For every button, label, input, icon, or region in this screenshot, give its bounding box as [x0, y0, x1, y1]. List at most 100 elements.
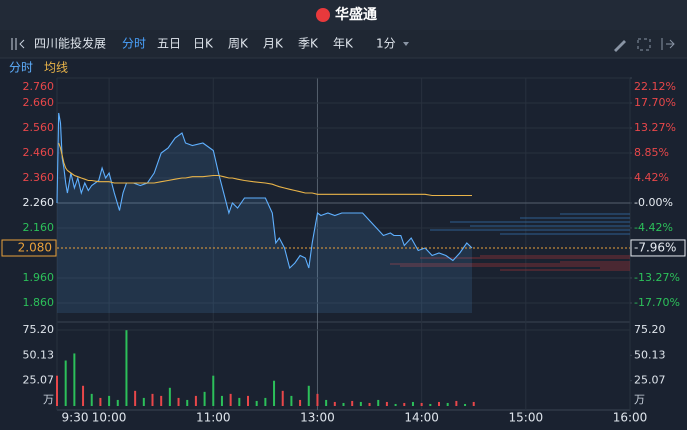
top-bar [0, 0, 687, 30]
volume-bar [177, 397, 180, 406]
volume-bar [359, 401, 362, 406]
tab[interactable]: 季K [298, 37, 319, 51]
interval-selector[interactable]: 1分 [376, 37, 396, 51]
volume-bar [99, 397, 102, 406]
y-tick-label: 1.960 [23, 271, 55, 284]
y-tick-label: 2.660 [23, 96, 55, 109]
volume-bar [212, 375, 215, 406]
y2-tick-label: 25.07 [634, 374, 666, 387]
fullscreen-icon[interactable] [661, 38, 675, 50]
y-tick-label: 2.160 [23, 221, 55, 234]
volume-bar [160, 395, 163, 406]
volume-bar [351, 400, 354, 406]
caret [403, 42, 409, 46]
x-tick-label: 14:00 [404, 411, 439, 425]
tab[interactable]: 周K [228, 37, 249, 51]
volume-bar [125, 330, 128, 406]
volume-bar [142, 397, 145, 406]
draw-icon[interactable] [614, 40, 626, 52]
volume-bar [429, 403, 432, 406]
expand-icon[interactable] [637, 38, 651, 51]
y-tick-label: 75.20 [23, 323, 55, 336]
back-icon[interactable] [11, 38, 25, 50]
last-change-box [630, 239, 686, 257]
volume-bar [420, 402, 423, 406]
tab[interactable]: 五日 [157, 37, 181, 51]
tab[interactable]: 月K [263, 37, 284, 51]
volume-bar [316, 393, 319, 406]
unit-label: 万 [634, 393, 645, 406]
y2-tick-label: 75.20 [634, 323, 666, 336]
y2-tick-label: -0.00% [634, 196, 673, 209]
y-tick-label: 50.13 [23, 348, 55, 361]
volume-bar [247, 395, 249, 406]
volume-bar [446, 402, 449, 406]
volume-bar [290, 395, 293, 406]
volume-bar [325, 399, 328, 406]
x-tick-label: 9:30 [62, 411, 89, 425]
y2-tick-label: 13.27% [634, 121, 676, 134]
last-price: 2.080 [18, 241, 52, 255]
volume-bar [438, 401, 440, 406]
volume-bar [255, 400, 258, 406]
volume-bar [307, 385, 310, 406]
volume-bar [394, 403, 397, 406]
volume-bar [264, 397, 267, 406]
volume-bar [64, 360, 67, 406]
y2-tick-label: 50.13 [634, 348, 666, 361]
volume-bar [377, 399, 380, 406]
y2-tick-label: 8.85% [634, 146, 669, 159]
volume-bar [194, 395, 197, 406]
volume-bar [186, 399, 189, 406]
y2-tick-label: 4.42% [634, 171, 669, 184]
y-tick-label: 2.260 [23, 196, 55, 209]
x-tick-label: 11:00 [196, 411, 231, 425]
volume-bar [134, 390, 137, 406]
volume-bar [464, 403, 467, 406]
volume-bar [168, 387, 171, 406]
y-tick-label: 2.360 [23, 171, 55, 184]
y2-tick-label: -13.27% [634, 271, 680, 284]
volume-bar [299, 399, 302, 406]
y2-tick-label: -4.42% [634, 221, 673, 234]
tab[interactable]: 年K [333, 37, 354, 51]
last-price-box [1, 239, 57, 257]
y-tick-label: 2.560 [23, 121, 55, 134]
toolbar [0, 30, 687, 58]
volume-bar [108, 395, 111, 406]
volume-bar [116, 399, 119, 406]
volume-bar [238, 397, 241, 406]
volume-bar [229, 393, 232, 406]
volume-bar [342, 402, 345, 406]
volume-bar [73, 353, 76, 406]
x-tick-label: 16:00 [613, 411, 648, 425]
unit-label: 万 [43, 393, 54, 406]
subtab[interactable]: 均线 [44, 61, 68, 75]
y2-tick-label: 17.70% [634, 96, 676, 109]
y-tick-label: 25.07 [23, 374, 55, 387]
y-tick-label: 1.860 [23, 296, 55, 309]
y2-tick-label: 22.12% [634, 80, 676, 93]
tab[interactable]: 分时 [122, 37, 146, 51]
volume-bar [455, 400, 458, 406]
volume-bar [472, 401, 475, 406]
volume-bar [385, 401, 388, 406]
x-tick-label: 15:00 [509, 411, 544, 425]
subtab[interactable]: 分时 [9, 61, 33, 75]
volume-bar [203, 391, 206, 406]
tab[interactable]: 日K [193, 37, 214, 51]
volume-bar [411, 401, 414, 406]
volume-bar [403, 402, 406, 406]
volume-bar [368, 402, 371, 406]
y-tick-label: 2.760 [23, 80, 55, 93]
volume-bar [151, 393, 154, 406]
volume-bar [273, 380, 276, 406]
y-tick-label: 2.460 [23, 146, 55, 159]
volume-bar [220, 395, 223, 406]
volume-bar [333, 401, 336, 406]
logo: 华盛通 [335, 6, 377, 23]
stock-name: 四川能投发展 [34, 36, 106, 51]
volume-bar [281, 390, 284, 406]
